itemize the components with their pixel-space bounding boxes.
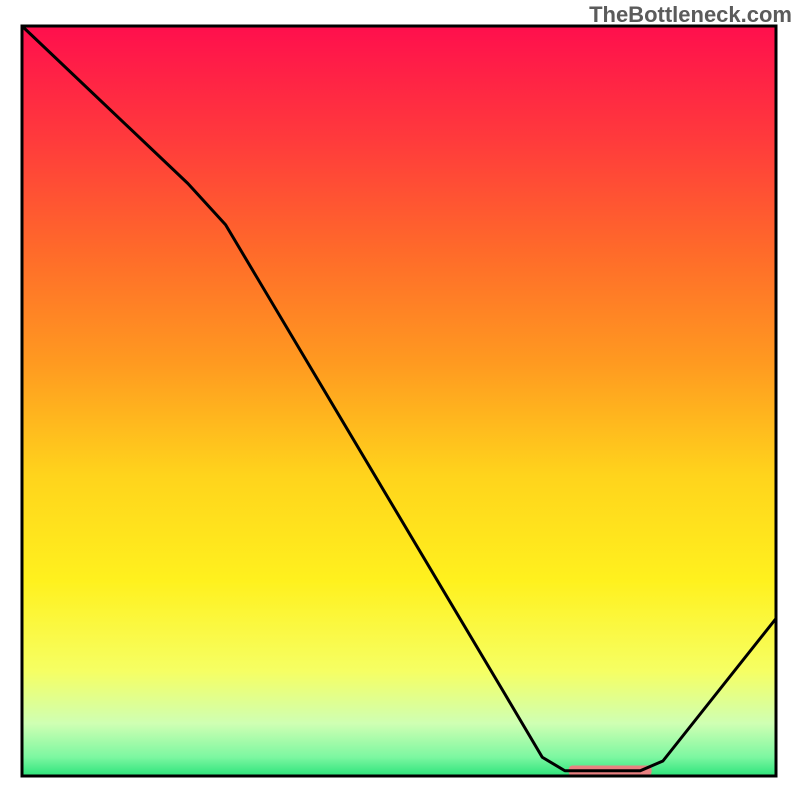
chart-svg <box>0 0 800 800</box>
chart-canvas: TheBottleneck.com <box>0 0 800 800</box>
gradient-background <box>22 26 776 776</box>
